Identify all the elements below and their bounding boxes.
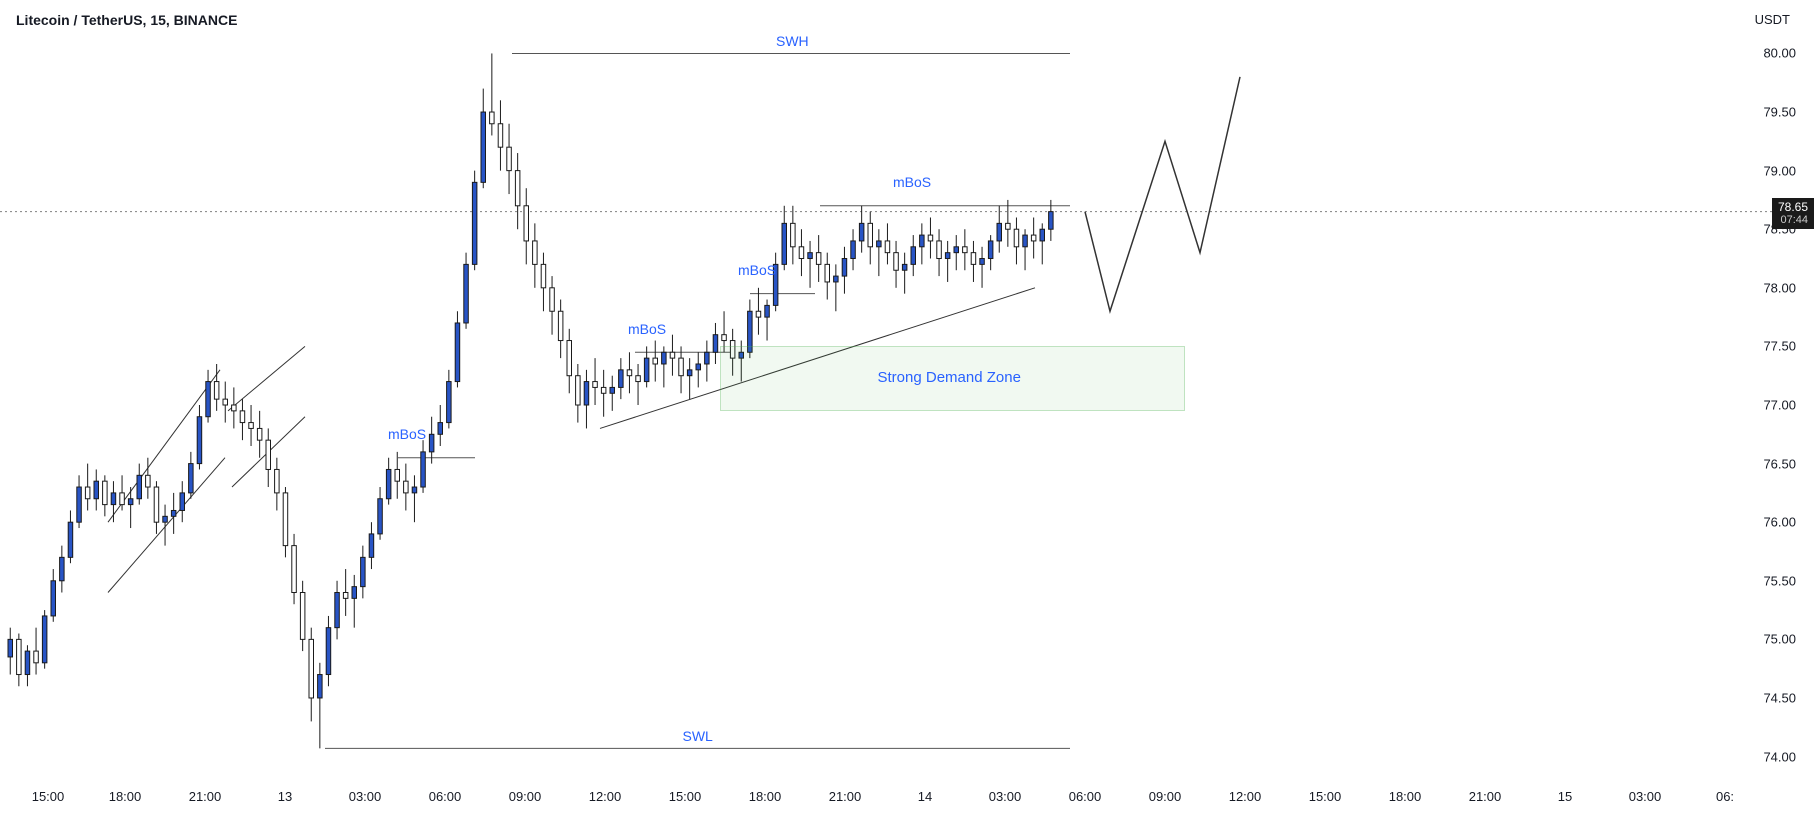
chart-container[interactable]: Litecoin / TetherUS, 15, BINANCE USDT 78… (0, 0, 1814, 818)
x-tick: 03:00 (349, 789, 382, 804)
x-tick: 03:00 (1629, 789, 1662, 804)
y-tick: 77.00 (1763, 398, 1796, 413)
x-tick: 03:00 (989, 789, 1022, 804)
price-flag-countdown: 07:44 (1778, 214, 1808, 227)
price-flag-value: 78.65 (1778, 200, 1808, 214)
x-tick: 06: (1716, 789, 1734, 804)
x-tick: 21:00 (189, 789, 222, 804)
swh-label: SWH (776, 33, 809, 49)
x-tick: 15:00 (32, 789, 65, 804)
x-tick: 15:00 (1309, 789, 1342, 804)
x-tick: 06:00 (1069, 789, 1102, 804)
y-tick: 74.00 (1763, 749, 1796, 764)
x-tick: 12:00 (1229, 789, 1262, 804)
x-tick: 18:00 (1389, 789, 1422, 804)
y-tick: 78.00 (1763, 280, 1796, 295)
y-tick: 77.50 (1763, 339, 1796, 354)
x-tick: 13 (278, 789, 292, 804)
x-tick: 09:00 (509, 789, 542, 804)
y-tick: 75.50 (1763, 573, 1796, 588)
x-tick: 18:00 (109, 789, 142, 804)
y-tick: 75.00 (1763, 632, 1796, 647)
mbos-label: mBoS (628, 321, 666, 337)
y-tick: 76.50 (1763, 456, 1796, 471)
mbos-label: mBoS (893, 174, 931, 190)
x-tick: 09:00 (1149, 789, 1182, 804)
x-tick: 06:00 (429, 789, 462, 804)
x-tick: 21:00 (1469, 789, 1502, 804)
x-tick: 14 (918, 789, 932, 804)
y-tick: 76.00 (1763, 515, 1796, 530)
y-tick: 79.50 (1763, 105, 1796, 120)
y-tick: 74.50 (1763, 690, 1796, 705)
x-tick: 15:00 (669, 789, 702, 804)
swl-label: SWL (683, 728, 713, 744)
y-tick: 79.00 (1763, 163, 1796, 178)
y-tick: 80.00 (1763, 46, 1796, 61)
x-tick: 15 (1558, 789, 1572, 804)
demand-zone-label: Strong Demand Zone (878, 369, 1021, 386)
x-tick: 21:00 (829, 789, 862, 804)
x-tick: 12:00 (589, 789, 622, 804)
price-flag: 78.65 07:44 (1772, 198, 1814, 230)
x-tick: 18:00 (749, 789, 782, 804)
mbos-label: mBoS (738, 262, 776, 278)
mbos-label: mBoS (388, 426, 426, 442)
